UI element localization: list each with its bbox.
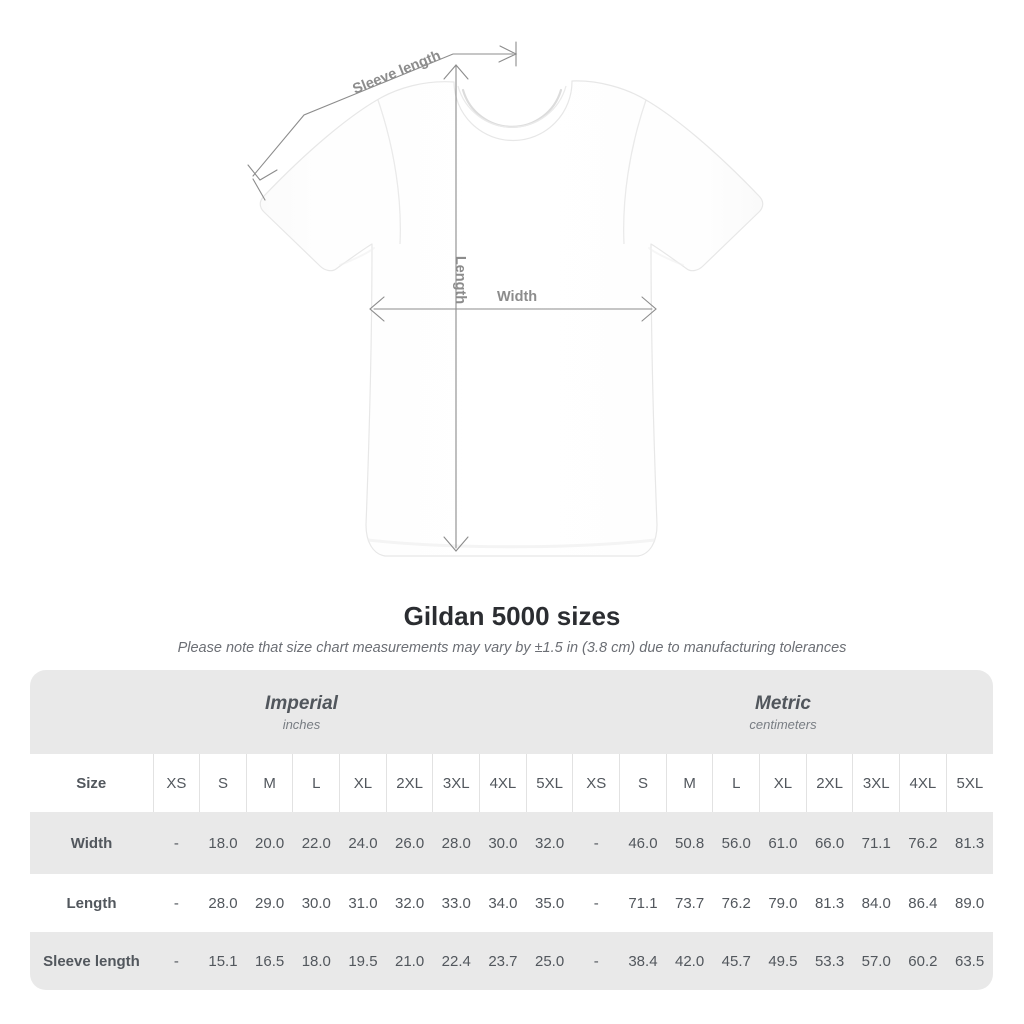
svg-text:Width: Width <box>497 289 537 305</box>
svg-text:Length: Length <box>452 256 468 304</box>
